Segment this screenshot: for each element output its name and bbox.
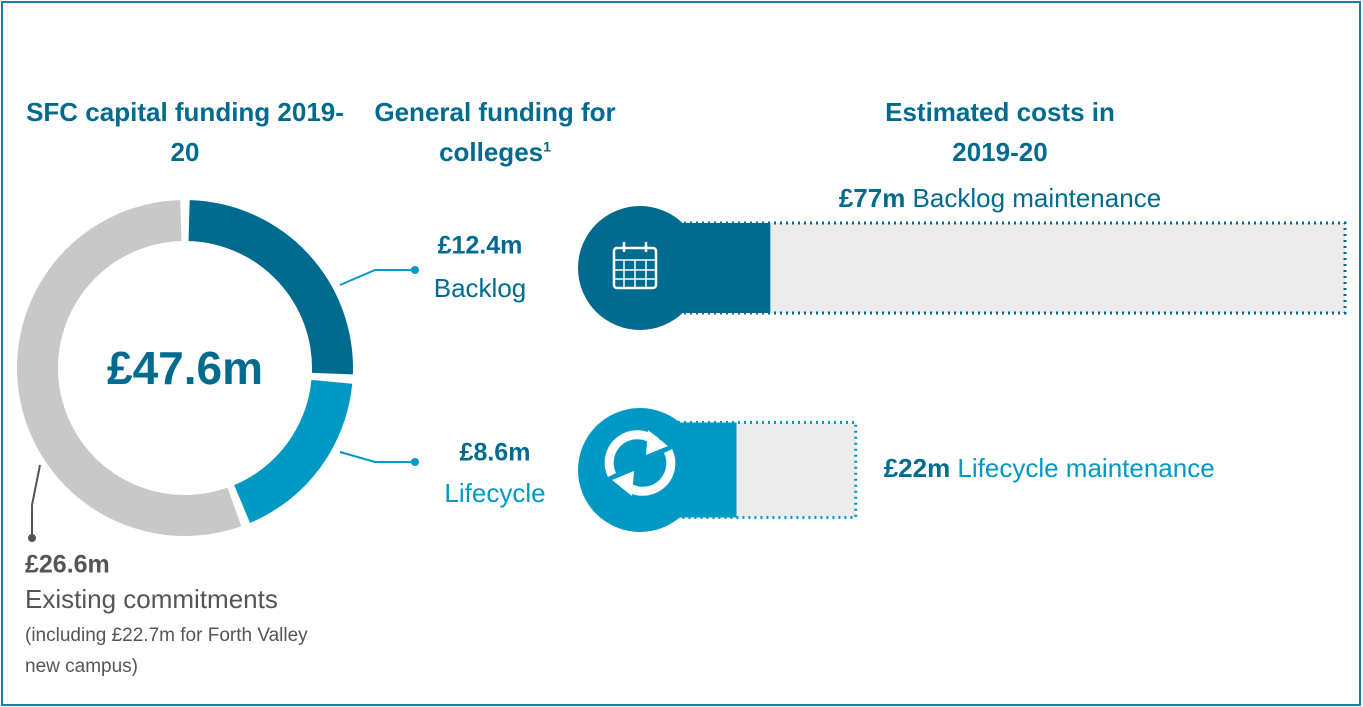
cycle-icon — [604, 430, 676, 496]
footnote-marker: 1 — [543, 138, 551, 155]
category-label: Existing commitments — [25, 584, 278, 614]
leader-line — [339, 269, 415, 286]
donut-segment — [234, 379, 353, 523]
bar-label: £22m Lifecycle maintenance — [884, 453, 1215, 483]
leader-line — [31, 464, 41, 538]
category-label: Lifecycle — [444, 478, 545, 508]
donut-segment — [16, 200, 242, 537]
pie-subtitle: General funding for colleges1 — [365, 92, 625, 172]
donut-total: £47.6m — [107, 342, 263, 394]
note: (including £22.7m for Forth Valley new c… — [25, 625, 308, 677]
bar-title: Estimated costs in 2019-20 — [885, 97, 1115, 167]
calendar-icon — [612, 242, 658, 290]
category-label: Backlog — [434, 273, 527, 303]
value-label: £12.4m — [438, 232, 523, 260]
bar-value-label: £22m — [884, 453, 951, 483]
pie-title: SFC capital funding 2019-20 — [26, 97, 344, 167]
marks: £47.6m £12.4m Backlog £8.6m Lifecycle £26.6m E… — [16, 183, 1347, 614]
leader-dot — [28, 534, 36, 542]
icon-circle — [578, 206, 702, 330]
bar-value-label: £77m — [839, 183, 906, 213]
bar-category-label: Lifecycle maintenance — [950, 453, 1214, 483]
bar-label: £77m Backlog maintenance — [839, 183, 1161, 213]
leader-dot — [411, 266, 419, 274]
value-label: £26.6m — [25, 551, 110, 579]
donut-segment — [188, 200, 353, 375]
value-label: £8.6m — [460, 439, 531, 467]
subtitle-text: General funding for colleges — [374, 97, 616, 167]
bar-category-label: Backlog maintenance — [905, 183, 1161, 213]
leader-line — [339, 451, 415, 463]
leader-dot — [411, 458, 419, 466]
cost-bar — [658, 221, 1347, 315]
icon-circle — [578, 408, 702, 532]
